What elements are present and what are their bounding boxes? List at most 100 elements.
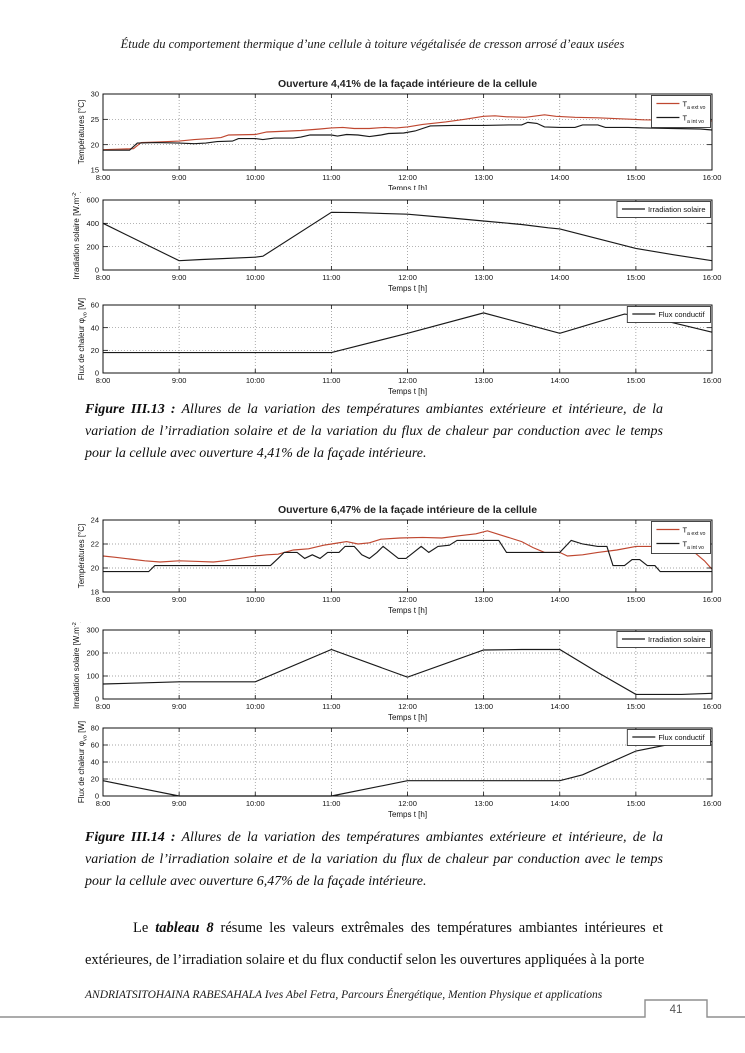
x-tick-label: 16:00 [703,702,722,711]
x-tick-label: 8:00 [96,273,111,282]
series-line-t_a-ext-vo [102,114,713,151]
x-tick-label: 8:00 [96,376,111,385]
figure-iii13-irradiation-chart: 8:00 9:00 10:00 11:00 12:00 13:00 14:00 15:00 16… [72,192,722,293]
x-tick-label: 10:00 [246,173,265,182]
x-tick-label: 15:00 [626,173,645,182]
legend-box [616,201,711,218]
legend-label: Ta ext vo [682,100,705,112]
x-tick-label: 14:00 [550,376,569,385]
y-tick-label: 40 [91,758,99,767]
x-tick-label: 8:00 [96,702,111,711]
y-tick-label: 20 [91,775,99,784]
legend-label: Irradiation solaire [648,205,706,214]
x-tick-label: 14:00 [550,702,569,711]
footer-rule: 41 [0,999,745,1018]
y-tick-label: 100 [86,672,99,681]
x-tick-label: 12:00 [398,173,417,182]
y-tick-label: 200 [86,242,99,251]
x-tick-label: 9:00 [172,173,187,182]
body-paragraph: Le tableau 8 résume les valeurs extrêmal… [85,912,663,976]
x-tick-label: 11:00 [322,702,340,711]
y-axis-label: Flux de chaleur φvo [W] [77,721,89,803]
figure-iii13-temperature-chart: 8:00 9:00 10:00 11:00 12:00 13:00 14:00 15:00 16… [77,78,721,190]
legend-box [626,729,711,746]
x-tick-label: 8:00 [96,595,111,604]
x-tick-label: 14:00 [550,799,569,808]
figure-iii14-caption: Figure III.14 : Allures de la variation … [85,827,663,893]
x-tick-label: 11:00 [322,799,340,808]
x-tick-label: 13:00 [474,702,493,711]
x-tick-label: 8:00 [96,173,111,182]
x-axis-label: Temps t [h] [388,713,427,722]
y-tick-label: 22 [91,540,99,549]
figure-iii13-caption-text: Allures de la variation des températures… [85,402,663,461]
x-tick-label: 9:00 [172,799,187,808]
x-tick-label: 9:00 [172,595,187,604]
series-line-flux-conductif [103,312,713,354]
legend: Ta ext vo Ta int vo [650,521,711,554]
x-tick-label: 11:00 [322,273,340,282]
y-tick-label: 600 [86,196,99,205]
y-tick-label: 24 [91,516,99,525]
x-tick-label: 10:00 [246,273,265,282]
y-tick-label: 200 [86,649,99,658]
chart-title: Ouverture 6,47% de la façade intérieure … [278,504,537,516]
x-tick-label: 12:00 [398,376,417,385]
y-tick-label: 20 [91,140,99,149]
x-tick-label: 15:00 [626,376,645,385]
x-tick-label: 15:00 [626,799,645,808]
x-tick-label: 14:00 [550,273,569,282]
figure-iii13-flux-chart: 8:00 9:00 10:00 11:00 12:00 13:00 14:00 15:00 16… [77,298,722,396]
x-tick-label: 15:00 [626,595,645,604]
y-tick-label: 18 [91,588,99,597]
x-tick-label: 11:00 [322,595,340,604]
y-tick-label: 300 [86,626,99,635]
x-tick-label: 16:00 [703,273,722,282]
x-axis-label: Temps t [h] [388,284,427,293]
legend-label: Flux conductif [658,733,705,742]
series-line-t_a-int-vo [103,121,713,151]
figure-iii14-irradiation-chart: 8:00 9:00 10:00 11:00 12:00 13:00 14:00 15:00 16… [72,622,722,722]
x-tick-label: 10:00 [246,702,265,711]
y-axis-label: Températures [°C] [77,524,86,589]
x-tick-label: 16:00 [703,376,722,385]
x-tick-label: 8:00 [96,799,111,808]
x-tick-label: 13:00 [474,273,493,282]
legend-label: Flux conductif [658,310,705,319]
figure-iii13-caption-label: Figure III.13 : [85,402,176,417]
x-tick-label: 12:00 [398,799,417,808]
x-tick-label: 11:00 [322,376,340,385]
y-tick-label: 20 [91,346,99,355]
series-line-irradiation-solaire [102,211,713,262]
legend-box [650,521,711,554]
y-tick-label: 25 [91,115,99,124]
x-tick-label: 10:00 [246,799,265,808]
y-tick-label: 60 [91,301,99,310]
legend-label: Irradiation solaire [648,635,706,644]
x-tick-label: 12:00 [398,702,417,711]
x-axis-label: Temps t [h] [388,387,427,396]
figure-iii14-flux-chart: 8:00 9:00 10:00 11:00 12:00 13:00 14:00 15:00 16… [77,721,721,819]
footer-text: ANDRIATSITOHAINA RABESAHALA Ives Abel Fe… [85,989,603,1001]
x-tick-label: 15:00 [626,702,645,711]
page-number: 41 [670,1004,683,1016]
x-tick-label: 9:00 [172,376,187,385]
legend-label: Ta int vo [682,114,704,126]
y-tick-label: 0 [95,695,99,704]
y-axis-label: Flux de chaleur φvo [W] [77,298,89,380]
y-tick-label: 0 [95,266,99,275]
running-head: Étude du comportement thermique d’une ce… [120,37,625,51]
legend-label: Ta int vo [682,540,704,552]
legend-box [616,631,711,648]
chart-title: Ouverture 4,41% de la façade intérieure … [278,78,537,90]
x-tick-label: 10:00 [246,595,265,604]
paragraph-bold-ref: tableau 8 [155,920,214,936]
x-tick-label: 12:00 [398,273,417,282]
footer-rule-line [0,999,745,1018]
legend: Flux conductif [626,306,711,323]
y-tick-label: 0 [95,369,99,378]
legend: Ta ext vo Ta int vo [650,95,711,128]
paragraph-rest: résume les valeurs extrêmales des tempér… [85,920,663,968]
y-axis-label: Irradiation solaire [W.m-2] [72,192,81,280]
